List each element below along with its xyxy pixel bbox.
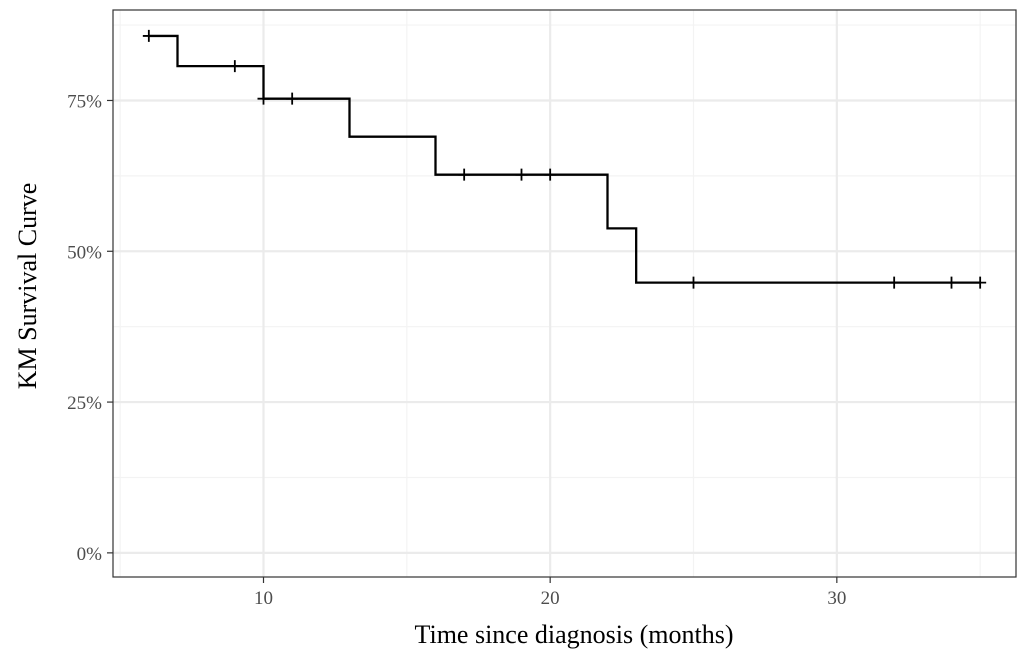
major-gridlines [113, 10, 1016, 577]
survival-step-line [148, 34, 981, 284]
y-axis-title: KM Survival Curve [13, 183, 42, 390]
minor-gridlines [113, 10, 1016, 577]
x-tick-label: 20 [541, 588, 560, 609]
y-tick-label: 0% [77, 544, 103, 565]
censor-mark [687, 276, 700, 289]
survival-series [148, 34, 981, 284]
x-tick-label: 10 [254, 588, 273, 609]
x-axis-title: Time since diagnosis (months) [415, 620, 734, 649]
censor-mark [228, 60, 241, 73]
x-tick-label: 30 [827, 588, 846, 609]
censor-mark [458, 168, 471, 181]
x-axis: 10 20 30 [254, 577, 846, 609]
y-tick-label: 75% [67, 91, 102, 112]
y-axis: 0% 25% 50% 75% [67, 91, 113, 565]
panel-border [112, 9, 1017, 578]
censor-mark [286, 92, 299, 105]
y-tick-label: 50% [67, 242, 102, 263]
censor-mark [974, 276, 987, 289]
censor-mark [544, 168, 557, 181]
censor-mark [888, 276, 901, 289]
censor-mark [142, 29, 155, 42]
censor-marks [142, 29, 987, 289]
censor-mark [515, 168, 528, 181]
censor-mark [257, 92, 270, 105]
censor-mark [945, 276, 958, 289]
y-tick-label: 25% [67, 393, 102, 414]
